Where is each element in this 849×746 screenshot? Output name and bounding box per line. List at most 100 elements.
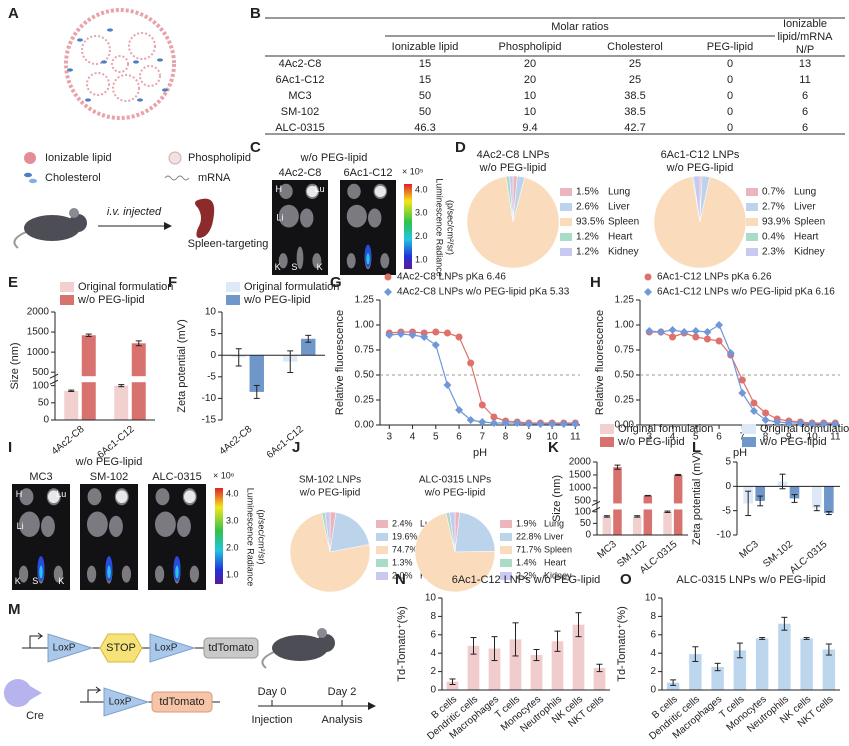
organ-label: Lu [56, 489, 66, 499]
icon-mrna [164, 175, 190, 181]
point [784, 419, 793, 427]
point [668, 326, 677, 334]
y-tick-label: 1.25 [355, 295, 375, 306]
organ-label: K [275, 262, 281, 272]
legend-swatch [746, 233, 758, 241]
cell: 46.3 [414, 122, 435, 134]
cell: 20 [524, 74, 536, 86]
cholesterol [162, 88, 168, 92]
break-mark [49, 373, 59, 379]
pie-slice [466, 176, 560, 269]
cholesterol [157, 58, 163, 62]
cholesterol [137, 98, 143, 102]
organ [155, 488, 170, 506]
legend-label: Kidney [794, 247, 825, 258]
legend-label: Heart [608, 232, 633, 243]
point [501, 419, 510, 427]
organ-label: S [291, 262, 297, 272]
bar [551, 641, 564, 690]
point [408, 331, 417, 339]
cholesterol [101, 60, 107, 64]
x-axis-label: pH [473, 447, 487, 459]
legend-label: 4Ac2-C8 LNPs w/o PEG-lipid pKa 5.33 [397, 287, 570, 298]
organ [296, 246, 304, 270]
x-tick-label: 9 [526, 432, 532, 443]
y-tick-label: 0 [43, 415, 49, 426]
y-tick-label: 8 [430, 611, 436, 622]
gene-label: tdTomato [159, 696, 204, 708]
y-axis-label: Td-Tomato⁺(%) [396, 606, 408, 682]
scale-tick: 3.0 [226, 515, 239, 525]
panel-letter: D [455, 139, 466, 156]
mouse-body [272, 635, 328, 661]
bar [114, 385, 129, 420]
y-tick-label: 1500 [569, 470, 592, 481]
legend-swatch [742, 424, 756, 434]
organ [53, 565, 64, 583]
x-tick-label: 10 [807, 432, 819, 443]
arrow-head [164, 222, 172, 230]
cell: 6 [802, 106, 808, 118]
legend-value: 2.0% [392, 570, 413, 580]
legend-label: Lung [608, 187, 630, 198]
bar [822, 649, 836, 690]
organ-label: H [16, 489, 23, 499]
point [796, 419, 805, 427]
y-tick-label: 0 [210, 350, 216, 361]
y-tick-label: 500 [32, 367, 49, 378]
point [467, 359, 475, 367]
legend-swatch [376, 520, 388, 528]
legend-value: 2.3% [762, 247, 785, 258]
cell: 42.7 [624, 122, 645, 134]
y-tick-label: -10 [202, 393, 217, 404]
colorbar [215, 488, 223, 584]
legend-value: 1.4% [516, 557, 537, 567]
y-tick-label: 5 [210, 328, 216, 339]
organ [300, 208, 314, 228]
y-tick-label: 1500 [27, 327, 50, 338]
bar [755, 486, 765, 501]
point [738, 389, 747, 397]
sample-label: 4Ac2-C8 [279, 167, 322, 179]
loxp [103, 687, 150, 717]
legend-value: 2.4% [392, 518, 413, 528]
promoter [29, 632, 44, 648]
promoter [87, 686, 102, 702]
pie-slice [693, 175, 701, 223]
organ [380, 253, 390, 269]
icon-cholesterol [24, 172, 32, 178]
cre [3, 679, 43, 708]
y-tick-label: 1.00 [615, 320, 635, 331]
icon-ionizable [24, 152, 36, 164]
cell: 6 [802, 90, 808, 102]
point [513, 419, 522, 427]
y-tick-label: 0.25 [615, 395, 635, 406]
signal [39, 565, 43, 579]
cell: 0 [727, 58, 733, 70]
timeline-label: Day 2 [328, 686, 357, 698]
legend-label: w/o PEG-lipid [617, 436, 685, 448]
chart-title: ALC-0315 LNPs w/o PEG-lipid [676, 574, 825, 586]
column-header: lipid/mRNA [777, 31, 833, 43]
panel-letter: H [590, 274, 601, 291]
break-mark [591, 501, 601, 506]
signal [175, 565, 179, 579]
panel-letter: A [8, 5, 19, 22]
scale-tick: 2.0 [415, 231, 428, 241]
bar [64, 390, 79, 420]
column-header: Phospholipid [499, 41, 562, 53]
panel-letter: O [620, 571, 632, 588]
legend-swatch [60, 282, 74, 292]
point [466, 416, 475, 424]
bar [488, 648, 501, 690]
icon-cholesterol [29, 178, 37, 184]
legend-value: 71.7% [516, 544, 542, 554]
point [762, 409, 770, 417]
scale-tick: 4.0 [415, 184, 428, 194]
organ [278, 204, 299, 228]
legend-swatch [60, 295, 74, 305]
organ [177, 515, 191, 538]
panel-letter: I [8, 439, 12, 456]
scale-unit: × 10⁵ [402, 166, 424, 176]
loxp-label: LoxP [109, 697, 132, 708]
